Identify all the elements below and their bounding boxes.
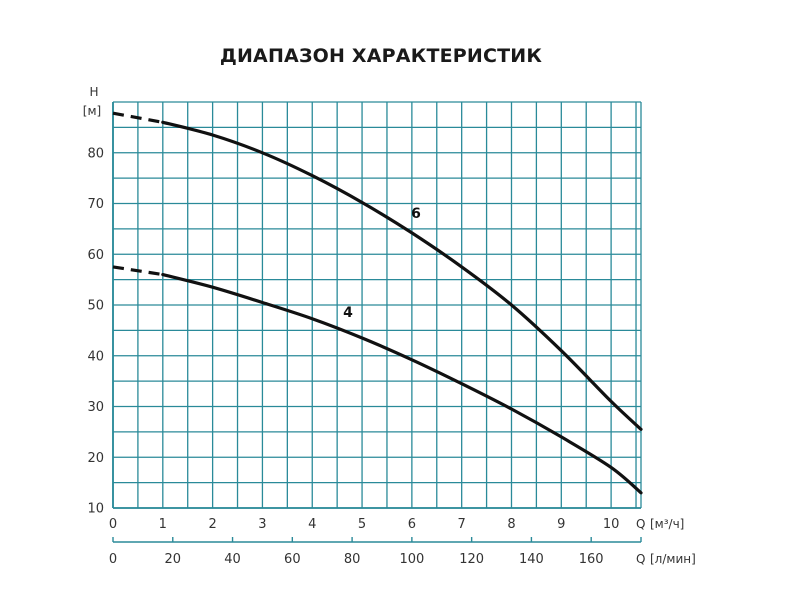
y-tick-label: 80 bbox=[87, 146, 104, 161]
x2-tick-label: 80 bbox=[344, 552, 361, 567]
series-label-4: 4 bbox=[343, 305, 353, 321]
x-tick-label: 1 bbox=[159, 517, 167, 532]
curves bbox=[112, 111, 643, 495]
x-tick-label: 7 bbox=[458, 517, 466, 532]
y-tick-label: 60 bbox=[87, 248, 104, 263]
x2-tick-label: 60 bbox=[284, 552, 301, 567]
x2-tick-label: 20 bbox=[165, 552, 182, 567]
y-tick-label: 50 bbox=[87, 299, 104, 314]
series-label-6: 6 bbox=[411, 206, 421, 222]
x2-axis-unit: [л/мин] bbox=[650, 552, 696, 566]
series-6-curve bbox=[161, 120, 643, 431]
series-6-extrapolation-dashed bbox=[112, 111, 164, 124]
series-4-curve bbox=[161, 273, 643, 495]
chart-title: ДИАПАЗОН ХАРАКТЕРИСТИК bbox=[220, 45, 543, 67]
x-tick-label: 0 bbox=[109, 517, 117, 532]
x-tick-label: 6 bbox=[408, 517, 416, 532]
y-tick-label: 20 bbox=[87, 451, 104, 466]
x-tick-label: 3 bbox=[258, 517, 266, 532]
x2-tick-label: 160 bbox=[579, 552, 604, 567]
x2-tick-label: 100 bbox=[399, 552, 424, 567]
x-tick-label: 5 bbox=[358, 517, 366, 532]
grid bbox=[112, 101, 642, 543]
x2-tick-label: 40 bbox=[224, 552, 241, 567]
x-tick-label: 9 bbox=[557, 517, 565, 532]
x-axis-label: Q bbox=[636, 517, 645, 531]
x2-tick-label: 0 bbox=[109, 552, 117, 567]
y-tick-label: 70 bbox=[87, 197, 104, 212]
y-tick-label: 30 bbox=[87, 400, 104, 415]
y-tick-label: 40 bbox=[87, 349, 104, 364]
y-axis-unit: [м] bbox=[83, 104, 101, 118]
x2-tick-label: 140 bbox=[519, 552, 544, 567]
x2-tick-label: 120 bbox=[459, 552, 484, 567]
x2-axis-label: Q bbox=[636, 552, 645, 566]
y-axis-label: H bbox=[89, 85, 98, 99]
y-tick-label: 10 bbox=[87, 502, 104, 517]
x-tick-label: 10 bbox=[603, 517, 620, 532]
x-tick-label: 2 bbox=[208, 517, 216, 532]
x-tick-label: 8 bbox=[507, 517, 515, 532]
x-tick-label: 4 bbox=[308, 517, 316, 532]
x-axis-unit: [м³/ч] bbox=[650, 517, 684, 531]
series-4-extrapolation-dashed bbox=[112, 265, 164, 277]
